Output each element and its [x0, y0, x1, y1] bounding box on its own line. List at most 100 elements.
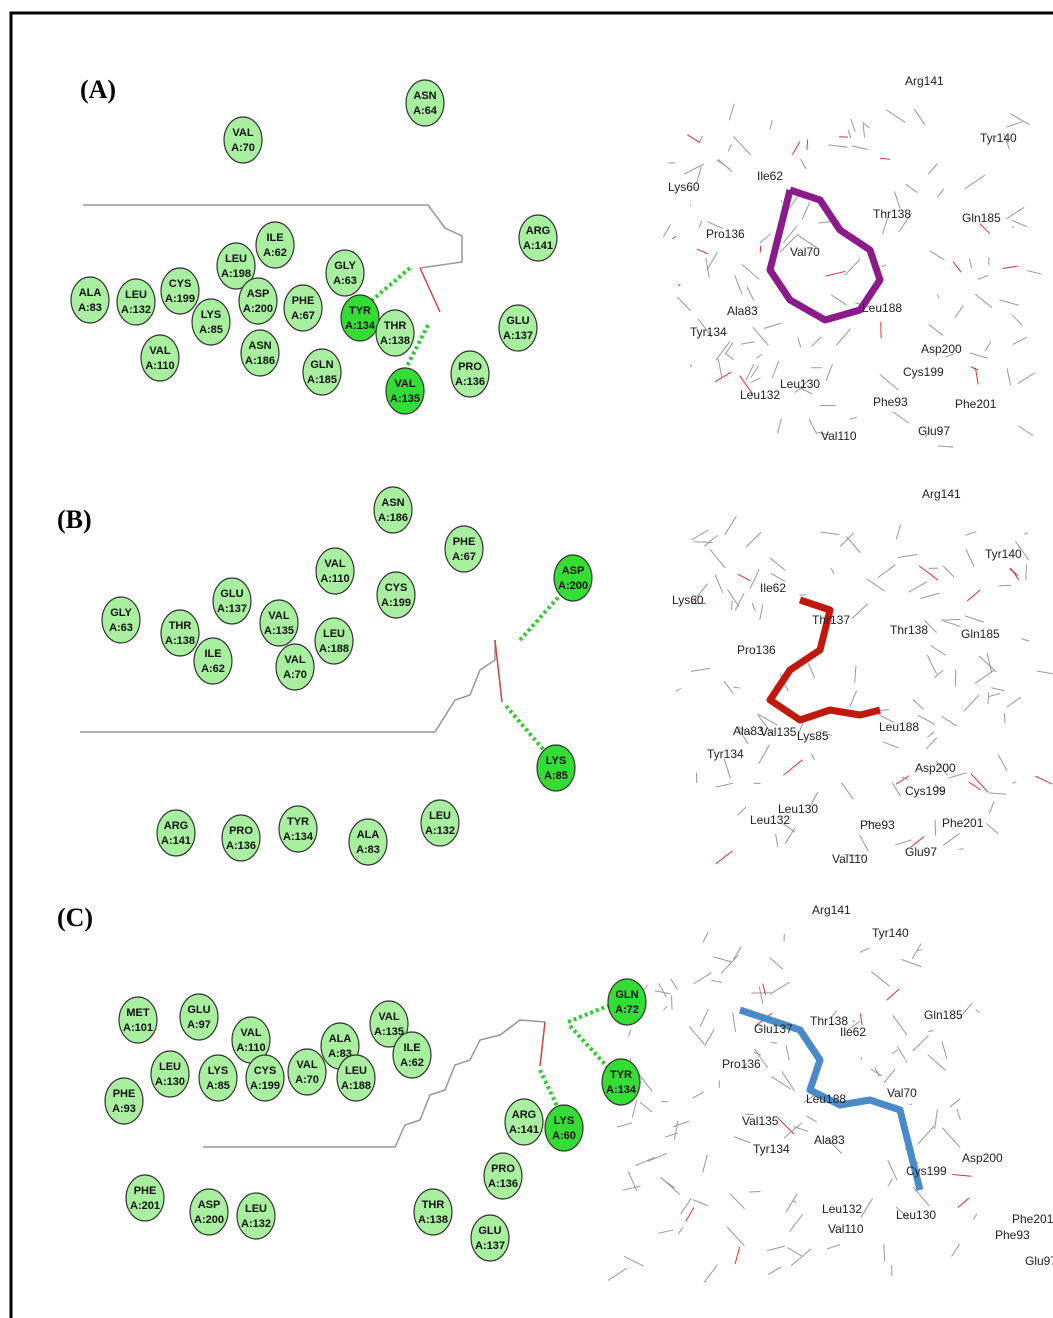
residue [284, 285, 322, 331]
residue [119, 997, 157, 1043]
carboxyl [495, 640, 502, 702]
wireframe [964, 695, 979, 711]
h-bond [506, 706, 548, 755]
residue-name: GLY [110, 607, 132, 619]
wireframe [697, 249, 708, 253]
wireframe [850, 417, 857, 419]
residue-name: LYS [546, 755, 566, 767]
residue-name: TYR [287, 816, 309, 828]
residue-name: LEU [125, 289, 147, 301]
residue-name: GLU [220, 588, 243, 600]
wireframe [676, 688, 681, 691]
structure-label: Leu130 [896, 1208, 936, 1222]
wireframe [741, 342, 755, 344]
wireframe [726, 353, 734, 359]
residue [102, 597, 140, 643]
structure-label: Tyr134 [753, 1142, 790, 1156]
residue-id: A:110 [236, 1042, 265, 1054]
residue-name: VAL [378, 1011, 399, 1023]
wireframe [704, 1264, 718, 1282]
wireframe [1019, 426, 1033, 436]
wireframe [986, 823, 998, 834]
wireframe [772, 361, 778, 378]
wireframe [784, 1123, 802, 1138]
wireframe [1012, 315, 1022, 325]
residue-id: A:132 [121, 304, 151, 316]
wireframe [926, 738, 937, 749]
residue [499, 305, 537, 351]
wireframe [756, 354, 761, 358]
residue-id: A:132 [241, 1218, 271, 1230]
wireframe [929, 1030, 934, 1031]
residue-id: A:134 [606, 1084, 637, 1096]
residue [303, 349, 341, 395]
residue [374, 487, 412, 533]
wireframe [1011, 568, 1019, 580]
wireframe [759, 744, 770, 763]
wireframe [969, 259, 971, 268]
structure-label: Val135 [742, 1114, 779, 1128]
wireframe [893, 1015, 907, 1035]
wireframe [831, 568, 834, 574]
structure-label: Gln185 [924, 1008, 963, 1022]
residue-id: A:134 [345, 320, 376, 332]
residue-name: LYS [208, 1065, 228, 1077]
residue [279, 806, 317, 852]
wireframe [778, 419, 782, 433]
wireframe [660, 1177, 675, 1188]
residue [241, 330, 279, 376]
wireframe [966, 532, 977, 536]
residue-id: A:188 [341, 1080, 371, 1092]
residue-id: A:199 [250, 1080, 280, 1092]
residue [376, 310, 414, 356]
wireframe [665, 1133, 678, 1137]
h-bond [520, 592, 563, 640]
wireframe [927, 732, 934, 738]
wireframe [729, 104, 734, 121]
residue-name: VAL [240, 1027, 261, 1039]
wireframe [1037, 671, 1053, 674]
residue-name: VAL [284, 654, 305, 666]
wireframe [733, 1012, 736, 1032]
residue [421, 800, 459, 846]
wireframe [975, 294, 992, 307]
residue-id: A:93 [112, 1103, 136, 1115]
wireframe [678, 1227, 683, 1234]
residue-name: GLY [334, 260, 356, 272]
residue-id: A:67 [291, 310, 315, 322]
residue-name: CYS [385, 582, 408, 594]
wireframe [991, 688, 1004, 691]
wireframe [707, 252, 717, 269]
residue-name: ASP [198, 1199, 221, 1211]
residue-id: A:130 [155, 1076, 185, 1088]
wireframe [901, 959, 921, 966]
residue [315, 618, 353, 664]
residue-name: GLU [478, 1225, 501, 1237]
residue [105, 1078, 143, 1124]
wireframe [783, 226, 797, 243]
wireframe [989, 802, 994, 813]
residue [337, 1055, 375, 1101]
residue [246, 1055, 284, 1101]
wireframe [793, 1126, 808, 1131]
wireframe [1018, 373, 1035, 384]
wireframe [846, 537, 860, 553]
wireframe [942, 716, 957, 726]
wireframe [742, 264, 759, 279]
residue-id: A:186 [378, 512, 408, 524]
residue-id: A:83 [356, 844, 380, 856]
wireframe [969, 782, 981, 790]
wireframe [931, 646, 946, 656]
h-bond [370, 268, 410, 302]
wireframe [746, 364, 754, 380]
wireframe [789, 1214, 802, 1231]
residue-id: A:141 [161, 835, 191, 847]
structure-label: Leu130 [780, 377, 820, 391]
residue [260, 600, 298, 646]
wireframe [988, 693, 1000, 696]
wireframe [897, 1046, 905, 1059]
wireframe [728, 144, 732, 151]
structure-label: Val110 [828, 1222, 864, 1236]
wireframe [861, 1198, 873, 1217]
residue-id: A:199 [381, 597, 411, 609]
